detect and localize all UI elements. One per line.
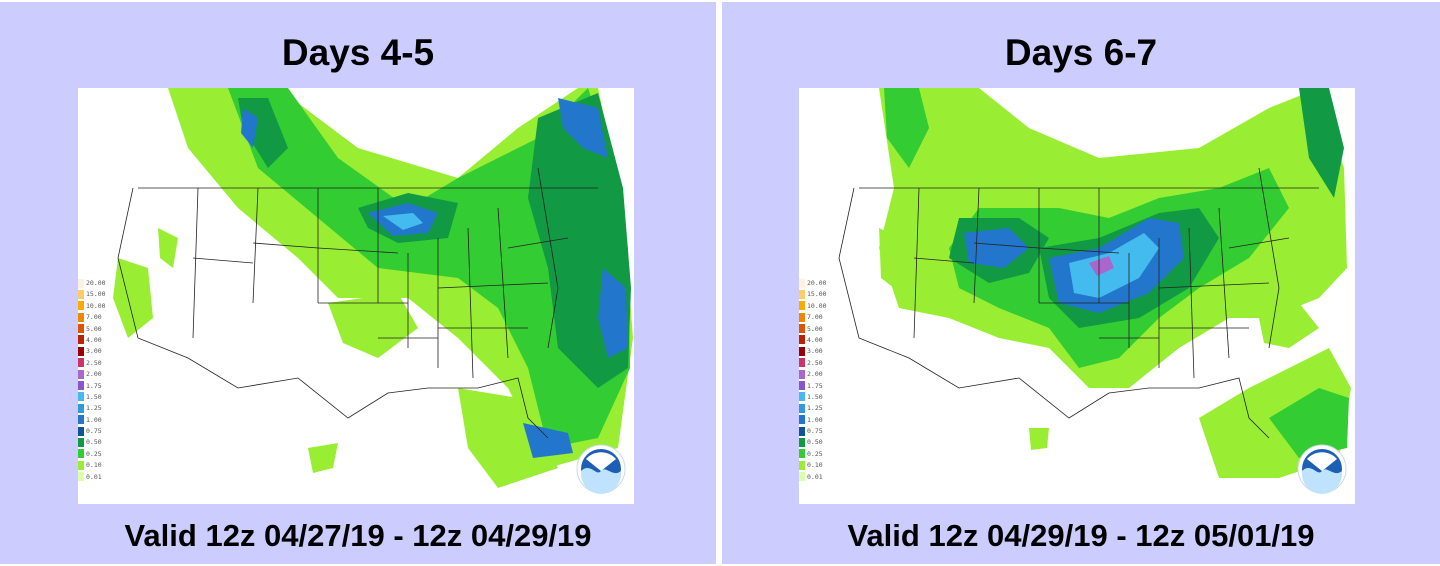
legend-value: 0.25 (807, 449, 823, 458)
legend-value: 0.10 (86, 461, 102, 470)
legend-value: 1.75 (807, 381, 823, 390)
legend-value: 2.50 (807, 358, 823, 367)
forecast-panel-days-6-7: Days 6-7 (722, 2, 1440, 564)
legend-value: 0.01 (86, 472, 102, 481)
legend-value: 1.75 (86, 381, 102, 390)
legend-value: 15.00 (807, 290, 827, 299)
legend-value: 20.00 (807, 279, 827, 287)
legend-value: 5.00 (807, 324, 823, 333)
legend-value: 3.00 (86, 347, 102, 356)
legend-value: 0.01 (807, 472, 823, 481)
valid-period: Valid 12z 04/29/19 - 12z 05/01/19 (847, 518, 1315, 553)
precipitation-map: 20.00 15.00 10.00 7.00 5.00 4.00 3.00 2.… (799, 88, 1355, 504)
precipitation-map: 20.00 15.00 10.00 7.00 5.00 4.00 3.00 2.… (78, 88, 634, 504)
precip-map-svg (838, 88, 1355, 504)
legend-value: 1.25 (807, 404, 823, 413)
legend-value: 1.00 (807, 415, 823, 424)
legend-value: 20.00 (86, 279, 106, 287)
legend-value: 1.50 (86, 392, 102, 401)
legend-value: 1.25 (86, 404, 102, 413)
legend-value: 15.00 (86, 290, 106, 299)
legend-value: 7.00 (86, 313, 102, 322)
legend-value: 2.00 (807, 370, 823, 379)
legend-value: 0.10 (807, 461, 823, 470)
precip-legend: 20.00 15.00 10.00 7.00 5.00 4.00 3.00 2.… (78, 278, 118, 483)
legend-value: 1.50 (807, 392, 823, 401)
legend-value: 0.75 (86, 427, 102, 436)
precip-legend: 20.00 15.00 10.00 7.00 5.00 4.00 3.00 2.… (799, 278, 839, 483)
noaa-logo-icon (576, 444, 626, 494)
legend-value: 10.00 (86, 301, 106, 310)
legend-value: 3.00 (807, 347, 823, 356)
legend-value: 1.00 (86, 415, 102, 424)
legend-value: 2.50 (86, 358, 102, 367)
precip-map-svg (113, 88, 634, 504)
legend-value: 2.00 (86, 370, 102, 379)
legend-value: 0.75 (807, 427, 823, 436)
legend-value: 10.00 (807, 301, 827, 310)
panel-title: Days 6-7 (1004, 32, 1158, 73)
forecast-panel-days-4-5: Days 4-5 (0, 2, 716, 564)
panel-title: Days 4-5 (281, 32, 435, 73)
legend-value: 7.00 (807, 313, 823, 322)
valid-period: Valid 12z 04/27/19 - 12z 04/29/19 (124, 518, 592, 553)
legend-value: 4.00 (807, 335, 823, 344)
legend-value: 0.50 (807, 438, 823, 447)
legend-value: 0.50 (86, 438, 102, 447)
noaa-logo-icon (1297, 444, 1347, 494)
legend-value: 0.25 (86, 449, 102, 458)
legend-value: 4.00 (86, 335, 102, 344)
legend-value: 5.00 (86, 324, 102, 333)
